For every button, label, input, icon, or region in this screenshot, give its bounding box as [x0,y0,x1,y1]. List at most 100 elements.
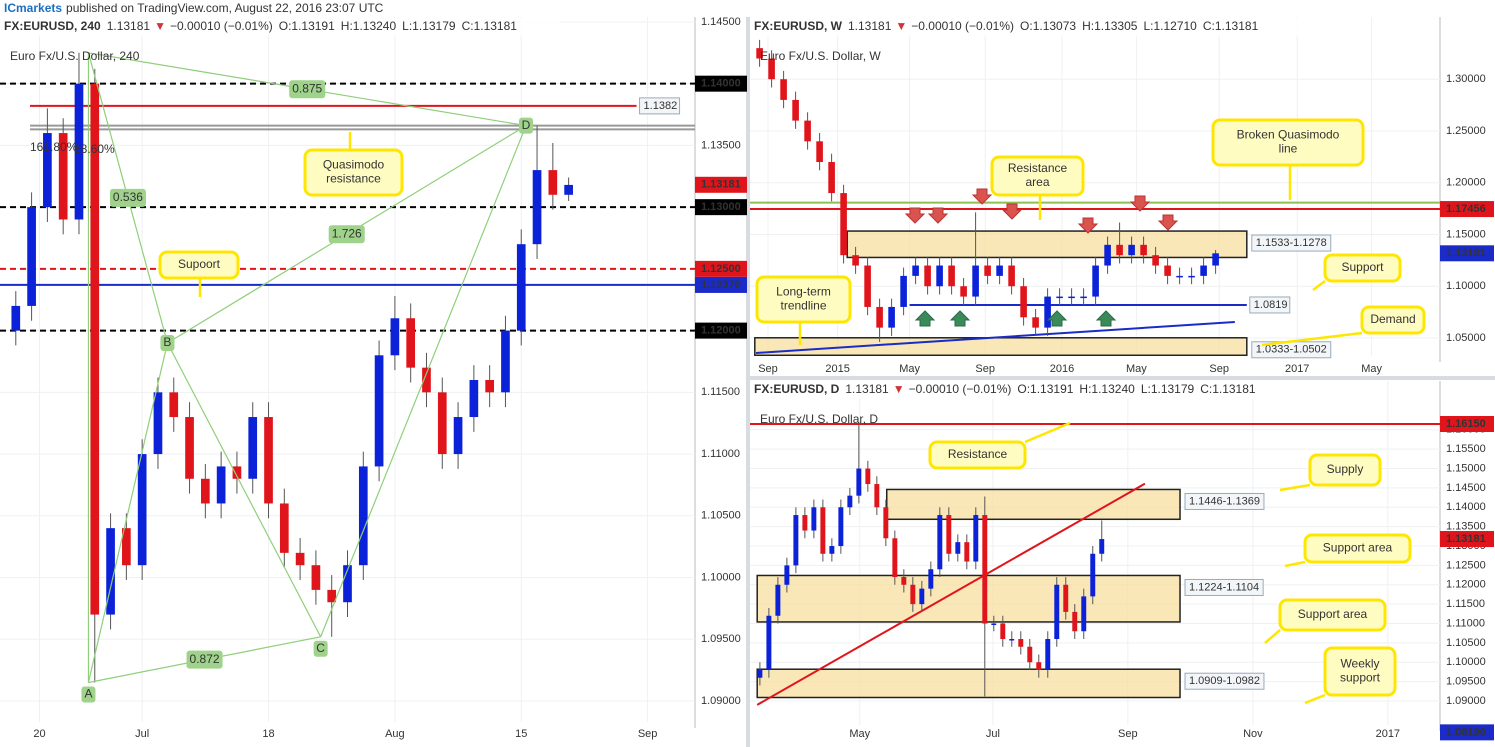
candle-body [1104,244,1111,266]
zone-label-text: 1.1533-1.1278 [1256,237,1327,249]
candle-body [784,565,790,585]
callout-text: trendline [780,299,826,313]
candle-body [1152,255,1159,266]
price-box-label: 1.13181 [1446,247,1486,259]
candle-body [910,584,916,605]
y-tick-label: 1.10500 [701,510,741,522]
candle-body [901,577,907,585]
y-tick-label: 1.09000 [1446,695,1486,707]
x-tick-label: Sep [638,728,658,740]
symbol: FX:EURUSD, W [754,19,843,33]
candle-body [295,552,305,566]
direction: ▼ [893,382,905,396]
zone [885,488,1181,521]
candle-body [984,265,991,276]
x-tick-label: 2017 [1285,363,1309,375]
callout-text: Support [1341,260,1384,274]
candle-body [804,120,811,142]
quote: 1.13181 [848,19,892,33]
point-box [81,686,96,703]
symbol: FX:EURUSD, D [754,382,840,396]
candle-body [1036,662,1042,670]
candle-body [390,318,400,356]
candle-body [766,615,772,670]
candle-body [1009,639,1015,641]
candle-body [153,392,163,455]
zone-label: 1.0909-1.0982 [1184,672,1265,690]
candle-body [453,417,463,455]
point-box [518,117,533,134]
zone-label-box [1251,234,1332,252]
candle-body [1080,296,1087,299]
ratio-label: 0.872 [190,652,220,666]
zone [846,230,1248,259]
candle-body [1128,244,1135,256]
ratio-label: 1.726 [332,226,362,240]
candle-body [1092,265,1099,297]
zone-label-box [1184,492,1265,510]
candle-body [964,542,970,562]
y-tick-label: 1.11000 [1446,617,1485,629]
y-tick-label: 1.11500 [701,386,740,398]
candle-body [564,184,573,195]
direction: ▼ [895,19,907,33]
header-bg [750,18,1310,36]
x-tick-label: May [849,728,870,740]
arrow-down [1129,195,1151,212]
candle-body [811,507,817,531]
brand: ICmarkets [4,1,62,15]
candle-body [892,538,898,578]
candle-body [1044,296,1051,328]
candle-body [838,507,844,547]
x-tick-label: Jul [135,728,149,740]
zone-label-box [1184,578,1264,596]
candle-body [232,466,242,479]
zone-label-text: 1.0333-1.0502 [1256,344,1327,356]
y-tick-label: 1.10000 [701,571,741,583]
symbol: FX:EURUSD, 240 [4,19,101,33]
trendline [755,320,1235,354]
chart-header: FX:EURUSD, D 1.13181 ▼ −0.00010 (−0.01%) O:1… [754,382,1256,396]
candle-body [185,417,194,479]
callout-box [1323,646,1397,697]
callout-text: Supoort [178,257,221,271]
level-label: 1.1382 [644,100,678,112]
callout-text: Quasimodo [323,158,385,172]
candle-body [422,367,431,393]
y-tick-label: 1.13500 [701,139,741,151]
candle-body [1045,639,1051,670]
callout-box [1278,598,1387,632]
header-bg [750,381,1310,399]
candle-body [1176,275,1183,278]
candle-body [248,417,258,479]
candle-body [756,48,763,59]
candle-body [343,565,352,603]
ratio-box [289,80,326,99]
callout-box [1323,253,1402,283]
candle-body [955,542,961,554]
price-box [1440,416,1494,432]
ohlc: L:1.13179 [402,19,456,33]
zone-label: 1.1446-1.1369 [1184,492,1265,510]
candle-body [1056,296,1063,299]
price-box-label: 1.12000 [701,325,741,337]
callout-text: Broken Quasimodo [1237,128,1340,142]
y-tick-label: 1.15500 [1446,443,1486,455]
candle-body [847,495,853,508]
level-label: 1.0819 [1254,299,1288,311]
fib-label: 88.60% [74,142,115,156]
candle-body [200,478,210,504]
price-box-label: 1.13181 [701,179,741,191]
candle-body [900,275,907,307]
callout-box [1360,305,1426,335]
callout-pointer [1284,560,1306,568]
candle-body [1027,646,1033,663]
pattern-leg [87,342,169,683]
callout-text: line [1279,142,1298,156]
y-tick-label: 1.12000 [1446,579,1486,591]
candle-body [1000,623,1006,639]
pattern-leg [166,342,322,638]
y-tick-label: 1.13500 [1446,521,1486,533]
callout-pointer [1304,693,1326,705]
candle-body [991,623,997,626]
